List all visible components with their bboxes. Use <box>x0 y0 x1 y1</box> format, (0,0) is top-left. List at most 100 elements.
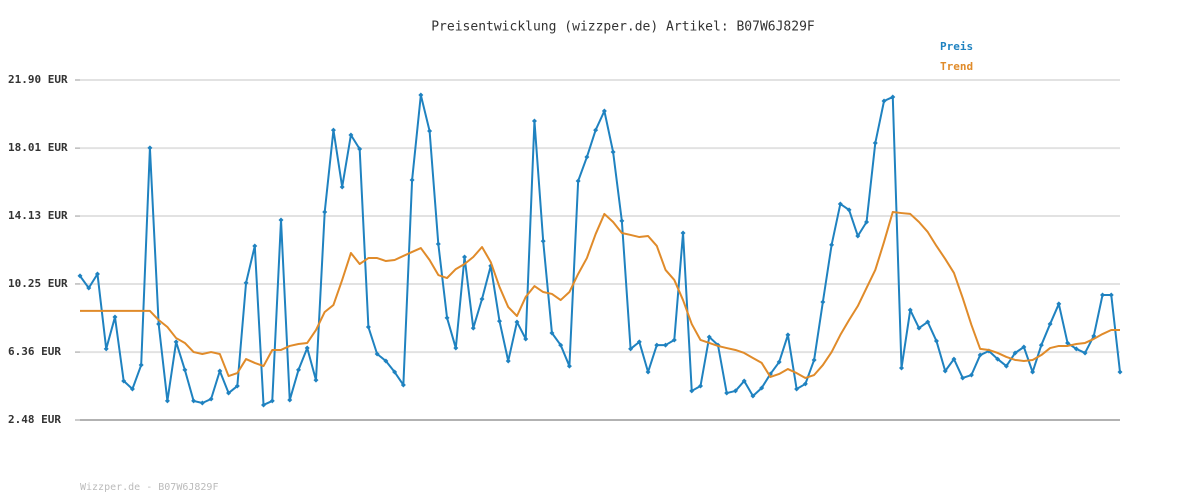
data-point <box>252 243 258 249</box>
data-point <box>619 218 625 224</box>
data-point <box>1065 340 1071 346</box>
data-point <box>505 358 511 364</box>
data-point <box>890 94 896 100</box>
data-point <box>593 127 599 133</box>
data-point <box>881 98 887 104</box>
y-tick-label: 21.90 EUR <box>8 73 68 86</box>
data-point <box>462 254 468 260</box>
data-point <box>540 238 546 244</box>
data-point <box>855 233 861 239</box>
legend-label: Preis <box>940 40 973 53</box>
data-point <box>392 369 398 375</box>
data-point <box>330 127 336 133</box>
data-point <box>654 342 660 348</box>
data-point <box>575 178 581 184</box>
data-point <box>811 357 817 363</box>
y-tick-label: 18.01 EUR <box>8 141 68 154</box>
data-point <box>1082 350 1088 356</box>
data-point <box>776 359 782 365</box>
data-point <box>199 400 205 406</box>
data-point <box>418 92 424 98</box>
data-point <box>313 377 319 383</box>
data-point <box>698 383 704 389</box>
data-point <box>899 365 905 371</box>
data-point <box>1108 292 1114 298</box>
data-point <box>802 381 808 387</box>
data-point <box>785 332 791 338</box>
data-point <box>846 207 852 213</box>
data-point <box>1073 346 1079 352</box>
data-point <box>601 108 607 114</box>
data-point <box>566 363 572 369</box>
data-point <box>94 271 100 277</box>
data-point <box>933 338 939 344</box>
data-point <box>129 386 135 392</box>
data-point <box>645 369 651 375</box>
data-point <box>951 356 957 362</box>
data-point <box>156 321 162 327</box>
data-point <box>1100 292 1106 298</box>
data-point <box>164 398 170 404</box>
data-point <box>383 358 389 364</box>
data-point <box>1021 344 1027 350</box>
data-point <box>287 397 293 403</box>
data-point <box>741 378 747 384</box>
data-point <box>103 346 109 352</box>
data-point <box>916 325 922 331</box>
data-point <box>1117 369 1123 375</box>
data-point <box>942 368 948 374</box>
data-point <box>435 241 441 247</box>
data-point <box>357 146 363 152</box>
data-point <box>523 336 529 342</box>
data-point <box>173 339 179 345</box>
data-point <box>234 383 240 389</box>
data-point <box>453 345 459 351</box>
data-point <box>470 325 476 331</box>
data-point <box>400 382 406 388</box>
data-point <box>374 351 380 357</box>
data-point <box>1012 350 1018 356</box>
data-point <box>671 337 677 343</box>
data-point <box>514 319 520 325</box>
data-point <box>1003 363 1009 369</box>
data-point <box>759 385 765 391</box>
data-point <box>1047 321 1053 327</box>
data-point <box>295 367 301 373</box>
data-point <box>304 345 310 351</box>
data-point <box>121 378 127 384</box>
data-point <box>243 280 249 286</box>
data-point <box>217 368 223 374</box>
data-point <box>610 149 616 155</box>
data-point <box>269 398 275 404</box>
data-point <box>496 318 502 324</box>
data-point <box>907 307 913 313</box>
data-point <box>837 201 843 207</box>
data-point <box>549 330 555 336</box>
data-point <box>278 217 284 223</box>
data-point <box>968 372 974 378</box>
data-point <box>444 315 450 321</box>
data-point <box>872 140 878 146</box>
data-point <box>680 230 686 236</box>
data-point <box>750 393 756 399</box>
data-point <box>820 299 826 305</box>
y-tick-label: 2.48 EUR <box>8 413 61 426</box>
series-line <box>79 94 1121 406</box>
data-point <box>995 356 1001 362</box>
data-point <box>182 367 188 373</box>
data-point <box>147 145 153 151</box>
data-point <box>706 334 712 340</box>
data-point <box>558 342 564 348</box>
legend-label: Trend <box>940 60 973 73</box>
data-point <box>960 375 966 381</box>
data-point <box>226 390 232 396</box>
data-point <box>261 402 267 408</box>
chart-title: Preisentwicklung (wizzper.de) Artikel: B… <box>431 20 815 35</box>
data-point <box>208 396 214 402</box>
y-tick-label: 6.36 EUR <box>8 345 61 358</box>
data-point <box>636 339 642 345</box>
data-point <box>732 388 738 394</box>
data-point <box>112 314 118 320</box>
